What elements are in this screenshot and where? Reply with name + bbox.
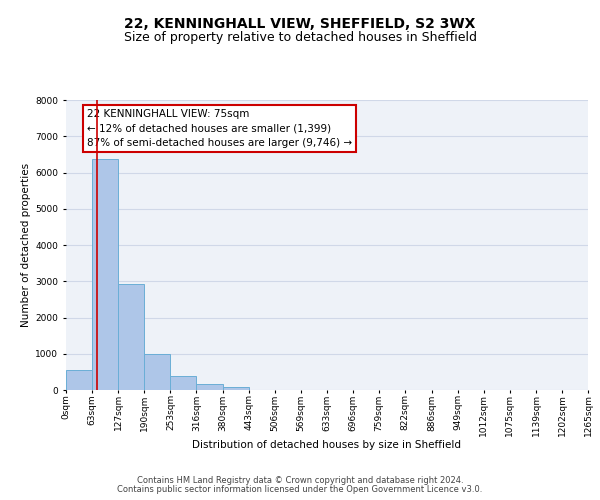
X-axis label: Distribution of detached houses by size in Sheffield: Distribution of detached houses by size … (193, 440, 461, 450)
Bar (196, 384, 223, 390)
Bar (145, 354, 170, 390)
Text: Contains public sector information licensed under the Open Government Licence v3: Contains public sector information licen… (118, 485, 482, 494)
Bar (92, 158, 118, 390)
Bar (66, 370, 92, 390)
Bar (170, 376, 196, 390)
Bar (223, 386, 249, 390)
Text: Size of property relative to detached houses in Sheffield: Size of property relative to detached ho… (124, 31, 476, 44)
Bar (118, 284, 145, 390)
Y-axis label: Number of detached properties: Number of detached properties (21, 163, 31, 327)
Text: 22, KENNINGHALL VIEW, SHEFFIELD, S2 3WX: 22, KENNINGHALL VIEW, SHEFFIELD, S2 3WX (124, 18, 476, 32)
Text: Contains HM Land Registry data © Crown copyright and database right 2024.: Contains HM Land Registry data © Crown c… (137, 476, 463, 485)
Text: 22 KENNINGHALL VIEW: 75sqm
← 12% of detached houses are smaller (1,399)
87% of s: 22 KENNINGHALL VIEW: 75sqm ← 12% of deta… (87, 108, 352, 148)
